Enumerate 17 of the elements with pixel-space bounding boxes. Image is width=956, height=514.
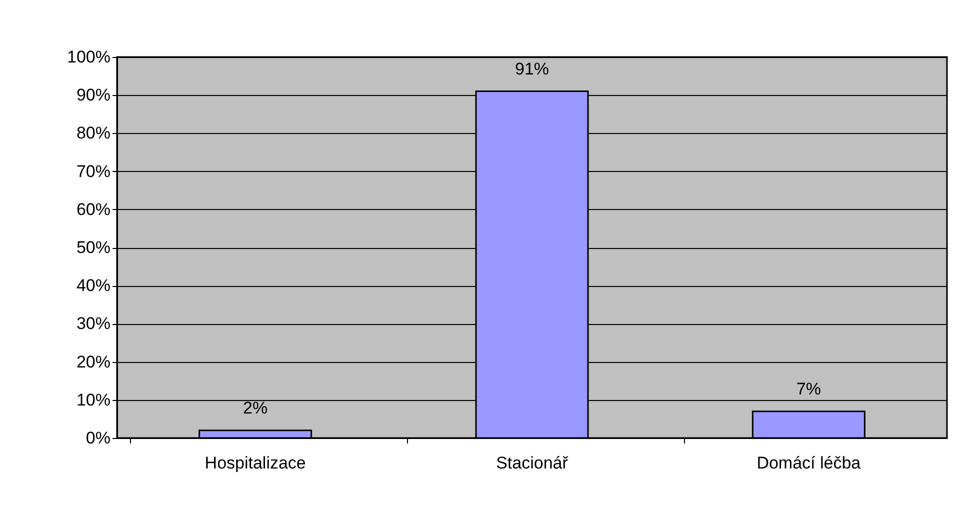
x-tick-label: Hospitalizace <box>204 454 306 472</box>
y-tick-label: 70% <box>76 162 110 181</box>
y-tick-label: 40% <box>76 276 110 296</box>
y-tick-label: 60% <box>76 200 110 219</box>
x-tick-label: Domácí léčba <box>756 454 862 472</box>
y-tick-label: 30% <box>76 314 110 334</box>
data-label: 2% <box>243 398 268 418</box>
data-label: 91% <box>514 59 550 78</box>
y-tick-label: 100% <box>67 48 110 66</box>
y-tick-label: 90% <box>76 86 110 105</box>
y-tick-label: 0% <box>86 428 110 448</box>
y-tick-label: 20% <box>76 352 110 372</box>
y-tick-label: 80% <box>76 124 110 143</box>
y-tick-label: 50% <box>76 238 110 257</box>
y-tick-label: 10% <box>76 390 110 410</box>
x-tick-label: Stacionář <box>496 454 568 472</box>
data-label: 7% <box>796 379 821 398</box>
